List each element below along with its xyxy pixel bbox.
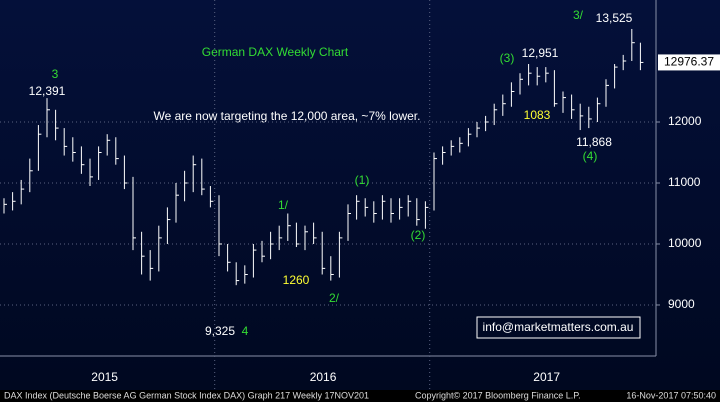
annotation: (1) xyxy=(355,173,370,187)
annotation: 1/ xyxy=(278,198,289,212)
watermark-box xyxy=(476,316,641,339)
footer-left: DAX Index (Deutsche Boerse AG German Sto… xyxy=(4,390,369,400)
last-price-label: 12976.37 xyxy=(664,55,714,69)
annotation: 1083 xyxy=(524,108,551,122)
background xyxy=(0,0,720,390)
chart-title: German DAX Weekly Chart xyxy=(202,45,349,59)
annotation: 3 xyxy=(52,67,59,81)
footer-right: 16-Nov-2017 07:50:40 xyxy=(626,390,716,400)
chart-subtitle: We are now targeting the 12,000 area, ~7… xyxy=(154,109,421,123)
annotation: 1260 xyxy=(283,273,310,287)
footer-middle: Copyright© 2017 Bloomberg Finance L.P. xyxy=(415,390,581,400)
y-tick-label: 10000 xyxy=(668,236,702,250)
annotation: (3) xyxy=(500,51,515,65)
annotation: 13,525 xyxy=(596,11,633,25)
x-tick-label: 2015 xyxy=(91,370,118,384)
annotation: 11,868 xyxy=(576,135,612,149)
y-tick-label: 11000 xyxy=(668,175,701,189)
annotation: 3/ xyxy=(573,8,584,22)
annotation: (4) xyxy=(583,149,598,163)
annotation: 12,391 xyxy=(29,84,66,98)
annotation: 12,951 xyxy=(522,46,559,60)
annotation: 9,325 xyxy=(205,324,235,338)
y-tick-label: 9000 xyxy=(668,297,695,311)
x-tick-label: 2016 xyxy=(310,370,337,384)
footer-band xyxy=(0,390,720,402)
annotation: 4 xyxy=(242,324,249,338)
annotation: 2/ xyxy=(329,291,340,305)
watermark: info@marketmatters.com.au xyxy=(483,320,634,334)
y-tick-label: 12000 xyxy=(668,114,702,128)
last-price-tag xyxy=(658,54,720,71)
x-tick-label: 2017 xyxy=(533,370,560,384)
annotation: (2) xyxy=(411,228,426,242)
